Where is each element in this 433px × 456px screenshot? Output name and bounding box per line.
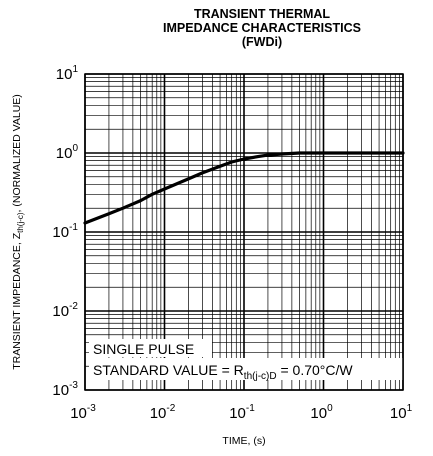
y-tick-base: 10 — [56, 66, 73, 83]
x-axis-label: TIME, (s) — [222, 435, 265, 447]
x-tick-base: 10 — [390, 405, 407, 422]
y-tick-label: 10-2 — [52, 301, 78, 320]
y-tick-base: 10 — [52, 224, 69, 241]
single-pulse-label-bg — [89, 339, 212, 357]
standard-value-note: STANDARD VALUE = Rth(j-c)D = 0.70°C/W — [93, 362, 353, 382]
y-tick-label: 100 — [56, 143, 79, 162]
x-tick-exponent: -1 — [246, 403, 255, 414]
y-tick-exponent: -1 — [69, 222, 78, 233]
y-tick-label: 10-1 — [52, 222, 78, 241]
chart-title-line-2: IMPEDANCE CHARACTERISTICS — [163, 21, 361, 35]
chart-title-line-1: TRANSIENT THERMAL — [194, 7, 330, 21]
y-tick-base: 10 — [56, 145, 73, 162]
standard-value-prefix: STANDARD VALUE = R — [93, 362, 244, 378]
x-tick-base: 10 — [150, 405, 167, 422]
x-tick-base: 10 — [229, 405, 246, 422]
y-axis-label-suffix: , (NORMALIZED VALUE) — [11, 94, 23, 212]
standard-value-subscript: th(j-c)D — [244, 371, 277, 382]
x-tick-label: 101 — [390, 403, 413, 422]
x-tick-exponent: 1 — [407, 403, 413, 414]
standard-value-label-bg — [89, 358, 403, 380]
chart-title-line-3: (FWDi) — [242, 35, 282, 49]
series-layer — [83, 151, 405, 225]
x-tick-base: 10 — [70, 405, 87, 422]
y-axis-label-subscript: th(j-c) — [16, 212, 25, 233]
plot-frame — [84, 73, 404, 391]
x-tick-label: 10-2 — [150, 403, 176, 422]
x-tick-exponent: -2 — [166, 403, 175, 414]
x-tick-exponent: 0 — [327, 403, 333, 414]
y-tick-exponent: 0 — [72, 143, 78, 154]
x-tick-labels: 10-3 10-2 10-1 100 101 — [70, 403, 412, 422]
y-tick-exponent: -2 — [69, 301, 78, 312]
y-axis-label-main: TRANSIENT IMPEDANCE, Z — [11, 232, 23, 369]
x-tick-exponent: -3 — [87, 403, 96, 414]
y-tick-base: 10 — [52, 303, 69, 320]
x-tick-label: 100 — [310, 403, 333, 422]
y-tick-exponent: -3 — [69, 380, 78, 391]
x-tick-label: 10-1 — [229, 403, 255, 422]
y-tick-exponent: 1 — [72, 64, 78, 75]
x-tick-label: 10-3 — [70, 403, 96, 422]
y-tick-label: 101 — [56, 64, 79, 83]
x-tick-base: 10 — [310, 405, 327, 422]
y-tick-label: 10-3 — [52, 380, 78, 399]
y-axis-label: TRANSIENT IMPEDANCE, Zth(j-c), (NORMALIZ… — [11, 94, 25, 370]
y-tick-base: 10 — [52, 382, 69, 399]
standard-value-suffix: = 0.70°C/W — [277, 362, 354, 378]
series-line — [83, 151, 405, 225]
single-pulse-note: SINGLE PULSE — [93, 341, 194, 357]
plot-grid — [84, 73, 404, 391]
